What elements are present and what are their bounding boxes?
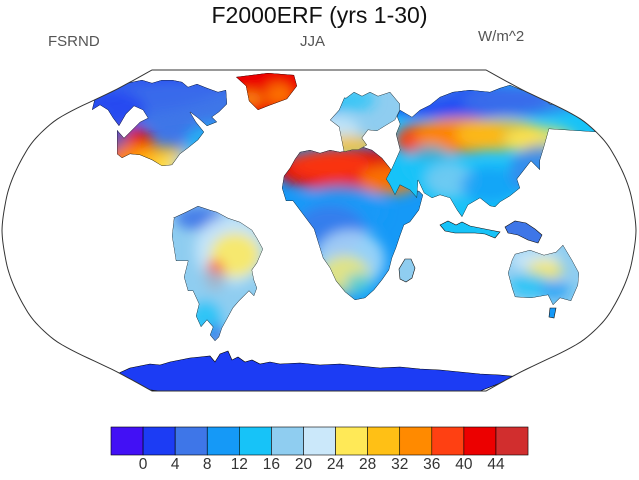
svg-text:32: 32 — [391, 456, 408, 473]
svg-text:0: 0 — [139, 456, 148, 473]
svg-text:36: 36 — [423, 456, 440, 473]
svg-text:28: 28 — [359, 456, 376, 473]
svg-text:16: 16 — [263, 456, 280, 473]
svg-text:4: 4 — [171, 456, 180, 473]
svg-text:40: 40 — [455, 456, 473, 473]
svg-text:20: 20 — [295, 456, 313, 473]
svg-text:24: 24 — [327, 456, 345, 473]
svg-text:12: 12 — [231, 456, 248, 473]
svg-text:44: 44 — [487, 456, 505, 473]
svg-text:8: 8 — [203, 456, 212, 473]
